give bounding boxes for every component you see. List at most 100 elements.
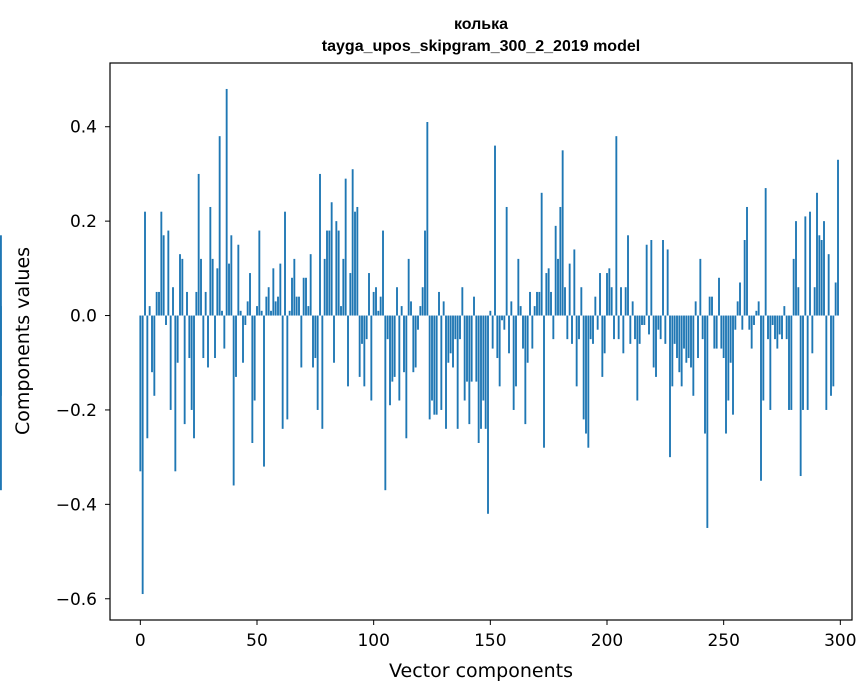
- bar-260: [746, 206, 748, 316]
- bar-177: [552, 315, 555, 340]
- bar-150: [489, 310, 492, 316]
- bar-161: [515, 315, 517, 387]
- bar-176: [550, 291, 552, 316]
- bar-41: [235, 315, 237, 377]
- bar-undefined: [0, 235, 2, 316]
- bar-261: [748, 315, 751, 330]
- bar-15: [174, 315, 177, 472]
- bar-257: [739, 282, 741, 316]
- bar-22: [190, 315, 193, 410]
- bar-74: [312, 315, 314, 368]
- bar-28: [204, 291, 207, 316]
- bar-61: [281, 315, 284, 429]
- bar-75: [314, 315, 317, 359]
- bar-117: [412, 315, 415, 373]
- bar-66: [293, 258, 296, 316]
- bar-47: [249, 273, 251, 316]
- bar-16: [176, 315, 179, 363]
- bar-255: [734, 315, 737, 330]
- bar-102: [377, 310, 380, 316]
- bar-232: [680, 315, 683, 387]
- bar-112: [400, 306, 403, 316]
- bar-248: [718, 277, 720, 316]
- bar-239: [697, 315, 699, 359]
- bar-231: [678, 315, 681, 373]
- bar-96: [363, 315, 366, 387]
- bar-259: [743, 240, 746, 316]
- bar-217: [645, 244, 648, 316]
- y-axis-label: Components values: [12, 247, 34, 435]
- bar-115: [407, 258, 410, 316]
- bar-204: [615, 136, 618, 316]
- bar-206: [620, 287, 622, 316]
- x-tick-label-150: 150: [474, 631, 506, 651]
- x-tick-label-50: 50: [246, 631, 268, 651]
- bar-299: [837, 159, 839, 316]
- bar-192: [587, 315, 590, 448]
- bar-175: [547, 268, 550, 316]
- bar-108: [391, 315, 394, 382]
- bar-80: [326, 230, 328, 316]
- bar-184: [568, 263, 571, 316]
- bar-8: [158, 291, 160, 316]
- y-tick-label-1: −0.4: [56, 495, 97, 515]
- bar-137: [459, 315, 461, 340]
- bar-57: [272, 268, 275, 316]
- bar-40: [232, 315, 235, 486]
- bar-165: [524, 315, 527, 425]
- bar-228: [671, 315, 674, 387]
- bar-20: [186, 291, 188, 316]
- bar-11: [165, 315, 167, 325]
- bar-148: [484, 315, 487, 429]
- bar-251: [725, 315, 727, 434]
- bar-291: [818, 235, 821, 316]
- bar-183: [566, 315, 569, 340]
- bar-30: [209, 206, 212, 316]
- bar-287: [809, 211, 811, 316]
- bar-65: [291, 277, 293, 316]
- bar-122: [424, 230, 426, 316]
- bar-24: [195, 291, 198, 316]
- bar-163: [519, 306, 522, 316]
- bar-51: [258, 230, 261, 316]
- bar-124: [428, 315, 431, 420]
- bar-87: [342, 258, 345, 316]
- y-tick-label-5: 0.4: [70, 118, 97, 138]
- bar-134: [452, 315, 454, 368]
- bar-210: [629, 315, 632, 344]
- y-tick-label-2: −0.2: [56, 401, 97, 421]
- bar-283: [799, 315, 802, 477]
- bar-27: [202, 315, 205, 359]
- bar-127: [435, 315, 438, 415]
- bar-54: [265, 296, 268, 316]
- bar-4: [148, 306, 151, 316]
- bar-90: [349, 273, 352, 316]
- bar-98: [368, 273, 370, 316]
- bar-120: [419, 306, 422, 316]
- bar-196: [596, 315, 599, 330]
- bar-225: [664, 315, 667, 344]
- bar-181: [561, 150, 564, 316]
- bar-82: [330, 202, 333, 316]
- bar-129: [440, 315, 443, 410]
- bar-221: [655, 315, 657, 377]
- bar-179: [557, 258, 559, 316]
- bar-286: [806, 315, 809, 410]
- bar-226: [666, 249, 669, 316]
- bar-3: [146, 315, 149, 439]
- bar-121: [421, 287, 424, 316]
- bar-123: [426, 122, 429, 316]
- bar-157: [505, 206, 508, 316]
- bar-247: [715, 315, 718, 349]
- bar-276: [783, 306, 786, 316]
- bar-67: [295, 296, 298, 316]
- bar-263: [753, 315, 755, 325]
- bar-174: [545, 273, 548, 316]
- bar-26: [200, 258, 202, 316]
- bar-151: [491, 315, 494, 349]
- bar-14: [172, 287, 174, 316]
- bar-244: [708, 296, 711, 316]
- bar-265: [757, 301, 760, 316]
- bar-211: [631, 301, 634, 316]
